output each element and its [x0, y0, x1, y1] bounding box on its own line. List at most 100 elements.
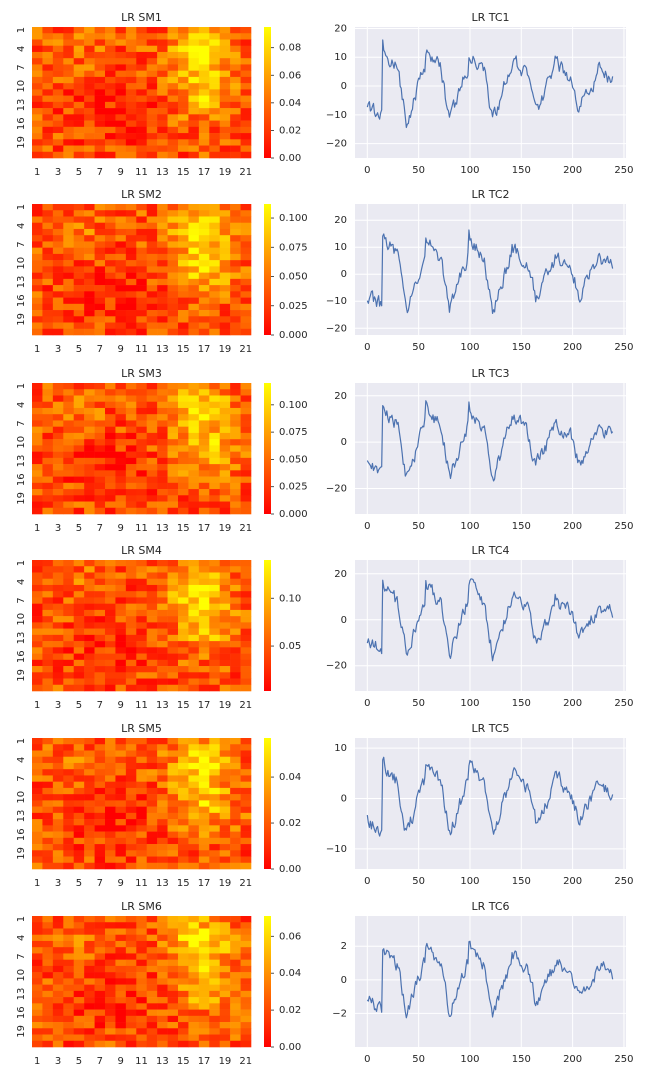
heatmap-cell [73, 27, 85, 34]
heatmap-cell [167, 395, 179, 403]
x-tick-label: 200 [563, 1054, 582, 1065]
heatmap-cell [73, 228, 85, 236]
heatmap-cell [52, 445, 64, 452]
x-tick-label: 21 [239, 523, 252, 534]
heatmap-cell [136, 482, 148, 490]
heatmap-cell [167, 1003, 179, 1010]
heatmap-cell [73, 647, 85, 654]
heatmap-cell [125, 457, 137, 465]
y-tick-label: 16 [16, 650, 27, 663]
heatmap-cell [219, 482, 231, 490]
heatmap-cell [240, 940, 252, 948]
heatmap-cell [42, 984, 54, 992]
heatmap-cell [105, 653, 116, 661]
heatmap-cell [146, 495, 158, 502]
heatmap-cell [63, 316, 75, 323]
heatmap-cell [94, 470, 106, 477]
heatmap-cell [240, 272, 252, 280]
heatmap-cell [94, 457, 106, 465]
heatmap-cell [198, 616, 210, 623]
x-tick-label: 50 [412, 1054, 425, 1065]
y-tick-label: 7 [16, 64, 27, 70]
heatmap-cell [178, 560, 189, 567]
heatmap-cell [188, 1003, 200, 1010]
heatmap-cell [125, 775, 137, 782]
heatmap-cell [178, 495, 189, 502]
x-tick-label: 100 [460, 165, 479, 176]
heatmap-cell [125, 310, 137, 317]
heatmap-cell [136, 616, 148, 623]
heatmap-cell [73, 426, 85, 434]
heatmap-cell [209, 603, 221, 611]
heatmap-cell [115, 389, 127, 396]
heatmap-cell [178, 844, 189, 851]
heatmap-cell [52, 303, 64, 311]
heatmap-cell [115, 395, 127, 403]
heatmap-cell [167, 489, 179, 496]
heatmap-title: LR SM4 [121, 544, 162, 557]
heatmap-cell [32, 241, 43, 248]
heatmap-cell [105, 947, 116, 954]
heatmap-cell [84, 756, 95, 764]
heatmap-cell [209, 389, 221, 396]
heatmap-cell [32, 253, 43, 261]
heatmap-cell [136, 1003, 148, 1010]
heatmap-cell [219, 407, 231, 415]
heatmap-cell [73, 972, 85, 979]
heatmap-cell [115, 285, 127, 292]
heatmap-cell [73, 316, 85, 323]
heatmap-cell [52, 597, 64, 604]
x-tick-label: 21 [239, 344, 252, 355]
heatmap-cell [230, 495, 241, 502]
x-tick-label: 11 [135, 1056, 148, 1067]
heatmap-cell [42, 457, 54, 465]
heatmap-cell [42, 451, 54, 459]
heatmap-cell [157, 837, 168, 845]
heatmap-cell [84, 272, 95, 280]
heatmap-cell [230, 678, 241, 686]
heatmap-cell [219, 253, 231, 261]
heatmap-cell [230, 389, 241, 396]
heatmap-cell [73, 266, 85, 273]
heatmap-cell [167, 464, 179, 471]
heatmap-cell [84, 222, 95, 230]
heatmap-cell [230, 916, 241, 923]
heatmap-cell [240, 781, 252, 789]
heatmap-cell [115, 856, 127, 864]
heatmap-cell [115, 51, 127, 59]
heatmap-cell [157, 445, 168, 452]
heatmap-cell [125, 940, 137, 948]
heatmap-cell [157, 622, 168, 629]
heatmap-cell [52, 856, 64, 864]
heatmap-cell [178, 272, 189, 280]
heatmap-cell [167, 39, 179, 47]
heatmap-cell [240, 470, 252, 477]
heatmap-cell [115, 83, 127, 90]
heatmap-cell [240, 959, 252, 967]
heatmap-cell [198, 1034, 210, 1042]
heatmap-cell [146, 1028, 158, 1035]
heatmap-cell [209, 316, 221, 323]
heatmap-cell [178, 253, 189, 261]
heatmap-cell [230, 634, 241, 642]
heatmap-cell [167, 856, 179, 864]
heatmap-cell [84, 70, 95, 78]
heatmap-cell [178, 303, 189, 311]
x-tick-label: 1 [34, 344, 40, 355]
heatmap-cell [136, 647, 148, 654]
heatmap-cell [219, 684, 231, 692]
heatmap-cell [198, 70, 210, 78]
heatmap-cell [52, 76, 64, 84]
heatmap-cell [42, 222, 54, 230]
heatmap-cell [84, 464, 95, 471]
heatmap-cell [136, 204, 148, 211]
heatmap-cell [188, 616, 200, 623]
heatmap-cell [157, 762, 168, 770]
heatmap-cell [198, 844, 210, 851]
heatmap-cell [42, 482, 54, 490]
x-tick-label: 1 [34, 1056, 40, 1067]
heatmap-cell [157, 666, 168, 673]
heatmap-cell [105, 787, 116, 795]
heatmap-cell [146, 628, 158, 636]
heatmap-cell [167, 794, 179, 801]
